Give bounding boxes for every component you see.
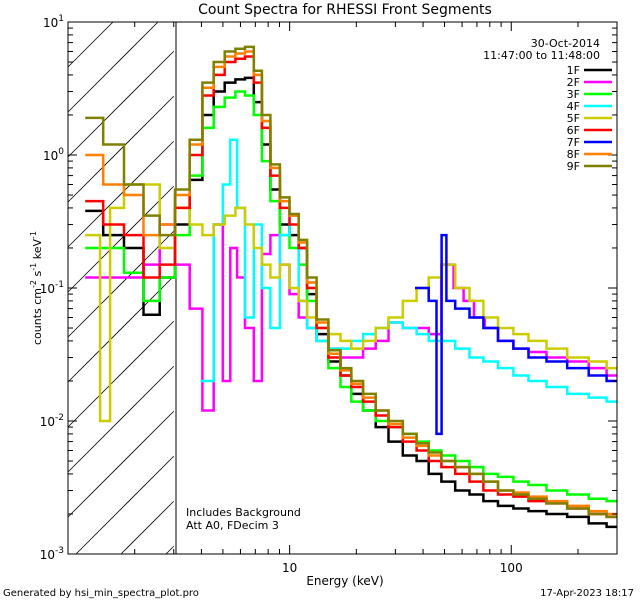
series-4f-line [200, 138, 617, 403]
legend-label-5f: 5F [567, 112, 580, 125]
series-3f-line [85, 90, 617, 503]
legend-label-4f: 4F [567, 100, 580, 113]
date-label: 30-Oct-2014 [531, 37, 600, 50]
low-energy-hatched-region [67, 21, 175, 555]
y-axis-label: counts cm-2 s-1 keV-1 [29, 231, 44, 345]
x-tick-label: 10 [282, 561, 297, 575]
hatch-line [75, 455, 175, 555]
legend-label-7f: 7F [567, 136, 580, 149]
hatch-line [67, 50, 175, 158]
series-7f-line [415, 233, 617, 436]
chart-title: Count Spectra for RHESSI Front Segments [198, 2, 492, 18]
annotation-background: Includes Background [186, 506, 301, 519]
hatch-line [67, 21, 159, 113]
hatch-line [120, 500, 175, 555]
hatch-line [165, 545, 175, 555]
series-6f-line [85, 55, 617, 519]
x-axis-label: Energy (keV) [306, 574, 383, 588]
hatch-line [67, 230, 175, 338]
time-range-label: 11:47:00 to 11:48:00 [483, 49, 600, 62]
y-tick-label: 100 [43, 147, 64, 163]
hatch-line [67, 95, 175, 203]
legend-label-2f: 2F [567, 76, 580, 89]
y-tick-label: 10-2 [40, 413, 64, 429]
annotation-attenuator: Att A0, FDecim 3 [186, 519, 279, 532]
hatch-line [67, 365, 175, 473]
legend-label-8f: 8F [567, 148, 580, 161]
plot-frame [67, 21, 618, 555]
y-tick-label: 10-3 [40, 546, 64, 562]
hatch-line [67, 21, 114, 68]
legend-label-9f: 9F [567, 160, 580, 173]
legend-label-3f: 3F [567, 88, 580, 101]
y-tick-label: 10-1 [40, 280, 64, 296]
y-tick-label: 101 [43, 14, 64, 30]
hatch-line [67, 140, 175, 248]
hatch-line [67, 410, 175, 518]
hatch-line [67, 185, 175, 293]
series-1f-line [85, 76, 617, 529]
hatch-line [67, 320, 175, 428]
series-8f-line [85, 50, 617, 516]
x-tick-label: 100 [500, 561, 523, 575]
footer-generated-by: Generated by hsi_min_spectra_plot.pro [3, 588, 199, 599]
footer-timestamp: 17-Apr-2023 18:17 [540, 588, 634, 599]
legend-label-1f: 1F [567, 64, 580, 77]
series-9f-line [85, 45, 617, 519]
legend-label-6f: 6F [567, 124, 580, 137]
hatch-line [67, 275, 175, 383]
